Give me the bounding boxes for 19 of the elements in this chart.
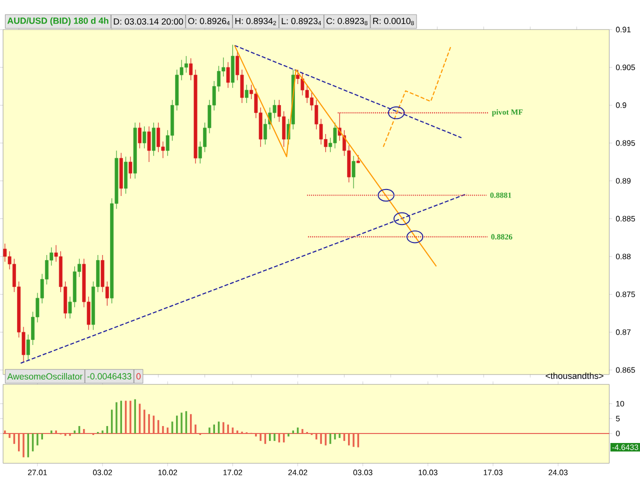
- y-axis-title: <thousandths>: [546, 372, 604, 380]
- candlestick: [142, 126, 146, 149]
- text: H: 0.8934$_{2}$: [235, 18, 276, 26]
- candlestick: [352, 156, 356, 189]
- text: R: 0.0010$_{8}$: [373, 18, 414, 26]
- candlestick: [147, 126, 151, 162]
- text: O: 0.8926$_{4}$: [188, 18, 230, 26]
- text: L: 0.8923$_{4}$: [282, 18, 322, 26]
- chart-title: AUD/USD (BID) 180 d 4h: [7, 18, 108, 26]
- annotation: 0: [136, 373, 141, 380]
- text: D: 03.03.14 20:00: [114, 18, 184, 25]
- text: C: 0.8923$_{8}$: [326, 18, 368, 26]
- candlestick: [128, 156, 132, 180]
- candlestick: [138, 122, 142, 149]
- candlestick: [226, 62, 230, 88]
- candlestick: [244, 84, 248, 104]
- chart-title: AwesomeOscillator: [7, 373, 83, 380]
- annotation: -0.0046433: [87, 373, 132, 380]
- candlestick: [152, 122, 156, 156]
